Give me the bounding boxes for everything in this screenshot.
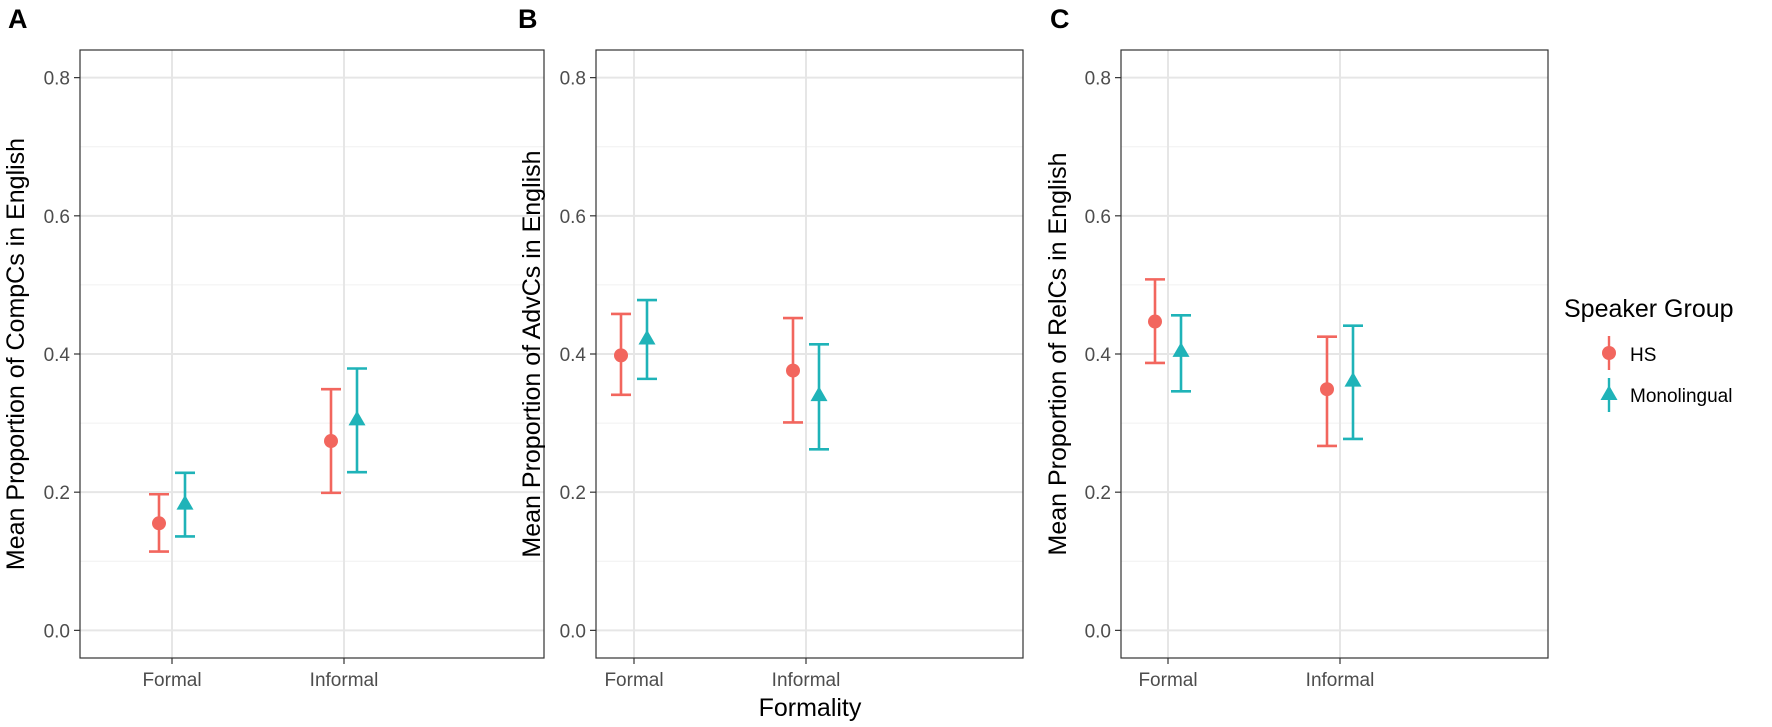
panel-c-y-tick-label: 0.2 <box>1085 483 1111 504</box>
panel-b-point-hs <box>614 348 628 363</box>
panel-c-x-ticks: Formal Informal <box>1138 658 1374 691</box>
panel-a-x-tick-label: Formal <box>142 670 201 691</box>
panel-b-x-tick-label: Formal <box>604 670 663 691</box>
panel-a-y-tick-label: 0.4 <box>44 345 71 366</box>
panel-a-grid <box>80 50 544 658</box>
panel-b-point-monolingual <box>638 329 656 345</box>
panel-c-letter: C <box>1050 4 1070 34</box>
panel-c-x-tick-label: Formal <box>1138 670 1197 691</box>
panel-a-y-tick-label: 0.0 <box>44 621 70 642</box>
panel-c-y-tick-label: 0.4 <box>1085 345 1112 366</box>
legend-key-monolingual <box>1600 378 1618 412</box>
panel-c-x-tick-label: Informal <box>1306 670 1375 691</box>
panel-a-x-tick-label: Informal <box>310 670 379 691</box>
panel-b-marks <box>611 298 829 451</box>
panel-b-point-monolingual <box>810 386 828 402</box>
panel-c-grid <box>1121 50 1548 658</box>
legend-label-monolingual: Monolingual <box>1630 386 1732 407</box>
panel-b-letter: B <box>518 4 538 34</box>
panel-c: C 0.0 0.2 0.4 0.6 0.8 Formal Informal Mean Pr… <box>1044 4 1549 691</box>
panel-a-point-hs <box>152 516 166 531</box>
panel-c-marks <box>1145 278 1363 448</box>
panel-a-point-monolingual <box>176 494 194 510</box>
panel-a-point-hs <box>324 434 338 449</box>
panel-a-point-monolingual <box>348 410 366 426</box>
panel-a-y-tick-label: 0.6 <box>44 207 70 228</box>
panel-b-y-tick-label: 0.0 <box>560 621 586 642</box>
panel-c-y-tick-label: 0.0 <box>1085 621 1111 642</box>
panel-b-ylabel: Mean Proportion of AdvCs in English <box>518 150 546 557</box>
panel-a: A 0.0 0.2 0.4 0.6 0.8 Formal Informal Mean Pr… <box>2 4 545 691</box>
panel-c-y-tick-label: 0.6 <box>1085 207 1111 228</box>
legend-key-hs-point <box>1602 346 1616 360</box>
panel-a-ylabel: Mean Proportion of CompCs in English <box>2 138 30 570</box>
legend-key-monolingual-point <box>1600 385 1618 401</box>
panel-a-y-tick-label: 0.2 <box>44 483 70 504</box>
x-axis-label: Formality <box>759 694 862 722</box>
legend-label-hs: HS <box>1630 345 1656 366</box>
panel-b-y-ticks: 0.0 0.2 0.4 0.6 0.8 <box>560 69 596 642</box>
legend: Speaker Group HS Monolingual <box>1564 295 1734 412</box>
panel-b-y-tick-label: 0.4 <box>560 345 587 366</box>
panel-a-letter: A <box>8 4 28 34</box>
legend-title: Speaker Group <box>1564 295 1734 323</box>
panel-a-marks <box>149 367 367 553</box>
panel-b-x-ticks: Formal Informal <box>604 658 840 691</box>
panel-c-ylabel: Mean Proportion of RelCs in English <box>1044 153 1072 556</box>
panel-b: B 0.0 0.2 0.4 0.6 0.8 Formal Informal Mean Pr… <box>518 4 1024 722</box>
panel-a-x-ticks: Formal Informal <box>142 658 378 691</box>
panel-b-point-hs <box>786 363 800 378</box>
panel-c-y-ticks: 0.0 0.2 0.4 0.6 0.8 <box>1085 69 1121 642</box>
panel-a-y-tick-label: 0.8 <box>44 69 70 90</box>
panel-b-y-tick-label: 0.6 <box>560 207 586 228</box>
panel-b-y-tick-label: 0.2 <box>560 483 586 504</box>
panel-b-grid <box>596 50 1023 658</box>
panel-c-point-hs <box>1148 314 1162 329</box>
panel-c-point-monolingual <box>1344 371 1362 387</box>
panel-b-x-tick-label: Informal <box>772 670 841 691</box>
panel-a-y-ticks: 0.0 0.2 0.4 0.6 0.8 <box>44 69 80 642</box>
panel-b-y-tick-label: 0.8 <box>560 69 586 90</box>
panel-c-y-tick-label: 0.8 <box>1085 69 1111 90</box>
panel-c-point-monolingual <box>1172 342 1190 357</box>
panel-c-point-hs <box>1320 382 1334 397</box>
legend-key-hs <box>1602 336 1616 370</box>
